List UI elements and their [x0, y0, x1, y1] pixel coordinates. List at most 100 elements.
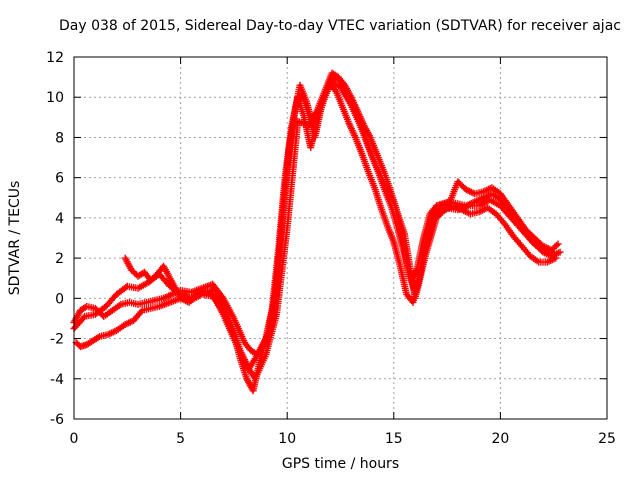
data-point	[130, 269, 133, 271]
data-point	[233, 337, 235, 340]
data-point	[478, 211, 480, 213]
y-tick-label: 4	[55, 211, 64, 227]
data-point	[307, 124, 310, 126]
data-point	[188, 301, 190, 303]
data-point	[265, 354, 267, 356]
data-point	[305, 100, 307, 102]
y-tick-label: 6	[55, 171, 64, 187]
data-point	[79, 309, 81, 311]
data-point	[124, 257, 126, 259]
data-point	[222, 313, 224, 316]
y-axis: -6 -4 -2 0 2 4 6 8 10 12	[46, 50, 607, 428]
plot-frame	[73, 56, 608, 420]
data-point	[469, 213, 472, 215]
data-point	[107, 333, 109, 336]
data-point	[261, 348, 263, 350]
data-point	[529, 255, 531, 257]
data-point	[86, 305, 88, 307]
data-point	[435, 217, 438, 219]
data-point	[487, 207, 489, 209]
data-point	[246, 378, 248, 380]
data-point	[542, 245, 544, 247]
data-point	[292, 116, 295, 118]
data-point	[171, 293, 173, 295]
data-point	[190, 297, 192, 299]
data-point	[211, 293, 214, 295]
data-point	[312, 124, 314, 126]
data-point	[435, 205, 438, 207]
data-point	[137, 303, 139, 305]
data-point	[94, 313, 96, 316]
data-point	[116, 293, 118, 295]
data-point	[367, 171, 369, 173]
data-point	[371, 156, 374, 159]
x-axis-label: GPS time / hours	[281, 456, 400, 472]
data-point	[386, 225, 389, 227]
data-point	[120, 303, 122, 305]
x-axis: 0 5 10 15 20 25	[70, 57, 616, 447]
data-point	[465, 189, 467, 191]
data-point	[553, 253, 555, 255]
data-point	[474, 201, 476, 203]
data-point	[299, 84, 301, 86]
x-tick-label: 15	[385, 431, 403, 447]
data-point	[222, 303, 224, 305]
data-point	[150, 307, 152, 309]
series-markers	[121, 69, 562, 373]
data-point	[169, 285, 171, 287]
data-point	[504, 223, 506, 225]
data-point	[337, 76, 339, 78]
data-point	[369, 136, 371, 139]
data-point	[171, 281, 173, 283]
y-tick-label: 10	[46, 90, 64, 106]
data-point	[495, 213, 497, 215]
data-point	[145, 301, 148, 303]
data-point	[137, 287, 139, 289]
data-point	[521, 245, 523, 247]
data-point	[154, 299, 156, 301]
data-point	[133, 319, 135, 322]
data-point	[446, 207, 448, 209]
data-point	[354, 136, 357, 139]
data-point	[361, 152, 363, 155]
data-point	[425, 253, 427, 255]
data-point	[273, 297, 276, 299]
data-point	[98, 335, 101, 338]
data-point	[516, 217, 519, 219]
data-point	[474, 193, 476, 195]
data-point	[361, 128, 363, 130]
data-points	[70, 69, 564, 395]
data-point	[399, 265, 401, 267]
data-point	[158, 305, 160, 307]
data-point	[141, 309, 143, 311]
data-point	[233, 317, 235, 320]
data-point	[405, 293, 408, 295]
data-point	[414, 297, 416, 299]
x-tick-label: 20	[491, 431, 509, 447]
data-point	[297, 120, 299, 122]
data-point	[512, 235, 514, 237]
data-point	[190, 291, 192, 293]
data-point	[457, 209, 459, 211]
series-track-3	[121, 69, 562, 373]
data-point	[201, 289, 203, 291]
data-point	[440, 205, 442, 207]
data-point	[376, 152, 378, 155]
data-point	[252, 390, 254, 392]
data-point	[521, 229, 523, 231]
data-point	[391, 207, 393, 209]
data-point	[329, 80, 331, 82]
data-point	[344, 84, 346, 86]
chart-title: Day 038 of 2015, Sidereal Day-to-day VTE…	[59, 18, 621, 34]
data-point	[180, 297, 182, 299]
data-point	[467, 205, 470, 207]
data-point	[412, 301, 414, 303]
data-point	[148, 281, 150, 283]
data-point	[433, 211, 435, 213]
data-point	[162, 265, 165, 267]
x-tick-label: 0	[70, 431, 79, 447]
y-tick-label: 8	[55, 130, 64, 146]
y-tick-label: -2	[50, 332, 64, 348]
data-point	[499, 205, 501, 207]
data-point	[457, 181, 459, 183]
